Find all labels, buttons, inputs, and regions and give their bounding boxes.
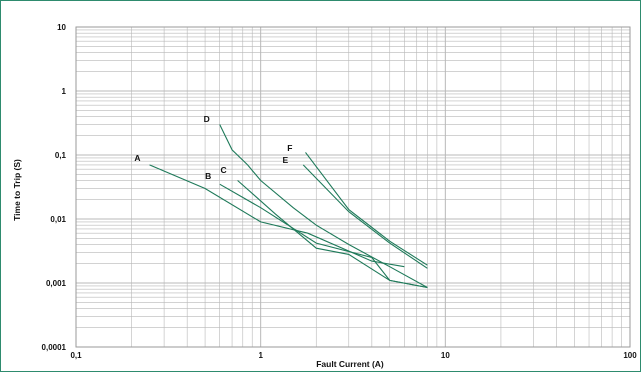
- curve-label-c: C: [221, 165, 227, 175]
- x-tick-label: 0,1: [70, 351, 82, 360]
- grid: [75, 26, 631, 348]
- plot-border: [75, 26, 631, 348]
- curves: [149, 124, 428, 289]
- y-tick-label: 0,01: [50, 215, 66, 224]
- curve-c: [237, 180, 428, 289]
- y-tick-label: 0,0001: [42, 343, 67, 352]
- x-tick-labels: 0,1 1 10 100: [70, 351, 637, 360]
- curve-label-e: E: [282, 155, 288, 165]
- x-tick-label: 1: [258, 351, 263, 360]
- x-tick-label: 10: [441, 351, 450, 360]
- y-tick-labels: 10 1 0,1 0,01 0,001 0,0001: [42, 23, 67, 352]
- curve-label-a: A: [134, 153, 140, 163]
- y-tick-label: 1: [62, 87, 67, 96]
- curve-f: [305, 152, 428, 266]
- curve-labels: A BC D EF: [134, 114, 292, 181]
- curve-label-b: B: [205, 171, 211, 181]
- y-tick-label: 0,001: [46, 279, 67, 288]
- y-tick-label: 10: [57, 23, 66, 32]
- y-tick-label: 0,1: [55, 151, 67, 160]
- x-tick-label: 100: [623, 351, 637, 360]
- curve-e: [302, 164, 428, 269]
- curve-label-d: D: [204, 114, 210, 124]
- curve-d: [219, 124, 428, 288]
- curve-a: [149, 164, 405, 268]
- curve-label-f: F: [287, 143, 292, 153]
- y-axis-title: Time to Trip (S): [12, 159, 22, 221]
- x-axis-title: Fault Current (A): [316, 359, 384, 369]
